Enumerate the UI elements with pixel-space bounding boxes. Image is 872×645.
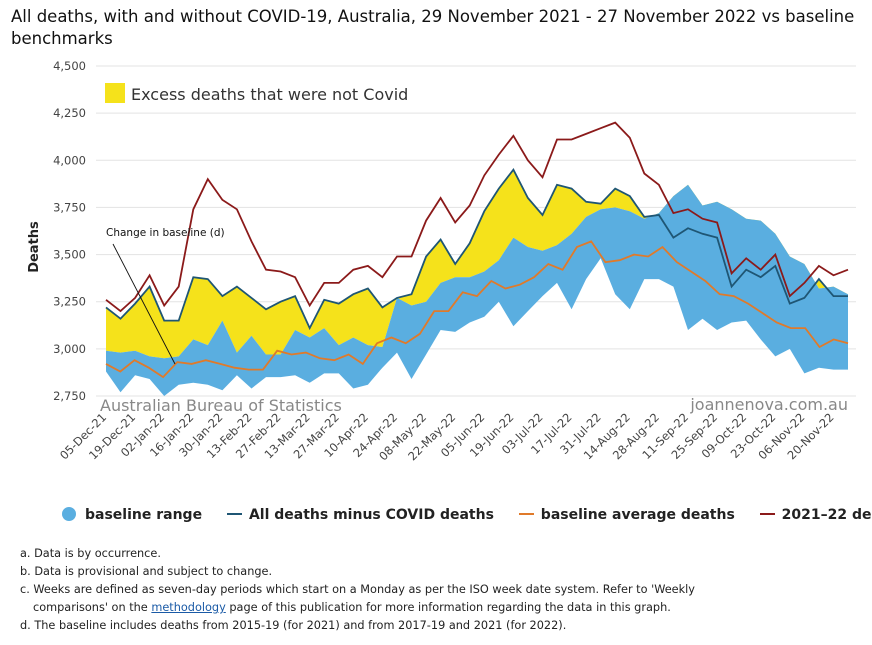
- footnote-c: c. Weeks are defined as seven-day period…: [20, 581, 860, 617]
- y-tick-label: 4,500: [53, 59, 86, 73]
- legend-label: baseline range: [85, 507, 203, 523]
- legend-baseline-range[interactable]: baseline range: [62, 507, 202, 523]
- footnotes: a. Data is by occurrence. b. Data is pro…: [20, 545, 860, 635]
- yellow-annotation: Excess deaths that were not Covid: [131, 85, 408, 104]
- footnote-b: b. Data is provisional and subject to ch…: [20, 565, 273, 578]
- deaths-2021-22-line: [105, 121, 849, 313]
- legend-baseline-average[interactable]: baseline average deaths: [518, 507, 735, 523]
- legend-label: All deaths minus COVID deaths: [248, 507, 494, 523]
- y-tick-label: 3,250: [53, 295, 86, 309]
- baseline-annotation-arrow: [112, 243, 176, 365]
- footnote-d: d. The baseline includes deaths from 201…: [20, 619, 567, 632]
- y-tick-label: 2,750: [53, 389, 86, 403]
- footnote-c-text2: page of this publication for more inform…: [225, 601, 671, 614]
- footnote-c-text: comparisons' on the: [33, 601, 152, 614]
- baseline-average-line: [105, 240, 849, 379]
- y-tick-label: 4,250: [53, 106, 86, 120]
- legend-label: 2021–22 deaths: [781, 507, 872, 523]
- yellow-swatch: [105, 83, 125, 103]
- footnote-c-line1: c. Weeks are defined as seven-day period…: [20, 583, 695, 596]
- y-axis-label: Deaths: [27, 221, 42, 273]
- y-tick-label: 3,500: [53, 248, 86, 262]
- y-tick-label: 3,000: [53, 342, 86, 356]
- methodology-link[interactable]: methodology: [151, 601, 226, 614]
- watermark-joannenova: joannenova.com.au: [689, 395, 848, 414]
- watermark-abs: Australian Bureau of Statistics: [100, 396, 342, 415]
- x-axis: 05-Dec-2119-Dec-2102-Jan-2216-Jan-2230-J…: [57, 410, 837, 463]
- legend-label: baseline average deaths: [540, 507, 735, 523]
- line-icon: [518, 513, 534, 515]
- y-tick-label: 3,750: [53, 200, 86, 214]
- all-minus-covid-line: [105, 168, 848, 331]
- chart: 2,750 3,000 3,250 3,500 3,750 4,000 4,250 4,500…: [27, 59, 856, 463]
- legend-all-minus-covid[interactable]: All deaths minus COVID deaths: [226, 507, 494, 523]
- legend: baseline range All deaths minus COVID de…: [62, 507, 872, 523]
- y-axis: 2,750 3,000 3,250 3,500 3,750 4,000 4,250 4,500: [53, 59, 86, 403]
- y-tick-label: 4,000: [53, 153, 86, 167]
- legend-2021-22-deaths[interactable]: 2021–22 deaths: [759, 507, 872, 523]
- baseline-range-band: [106, 184, 848, 396]
- baseline-annotation: Change in baseline (d): [106, 227, 225, 239]
- line-icon: [759, 513, 775, 515]
- line-icon: [226, 513, 242, 515]
- footnote-a: a. Data is by occurrence.: [20, 547, 161, 560]
- chart-title: All deaths, with and without COVID-19, A…: [11, 7, 855, 48]
- circle-icon: [62, 507, 76, 521]
